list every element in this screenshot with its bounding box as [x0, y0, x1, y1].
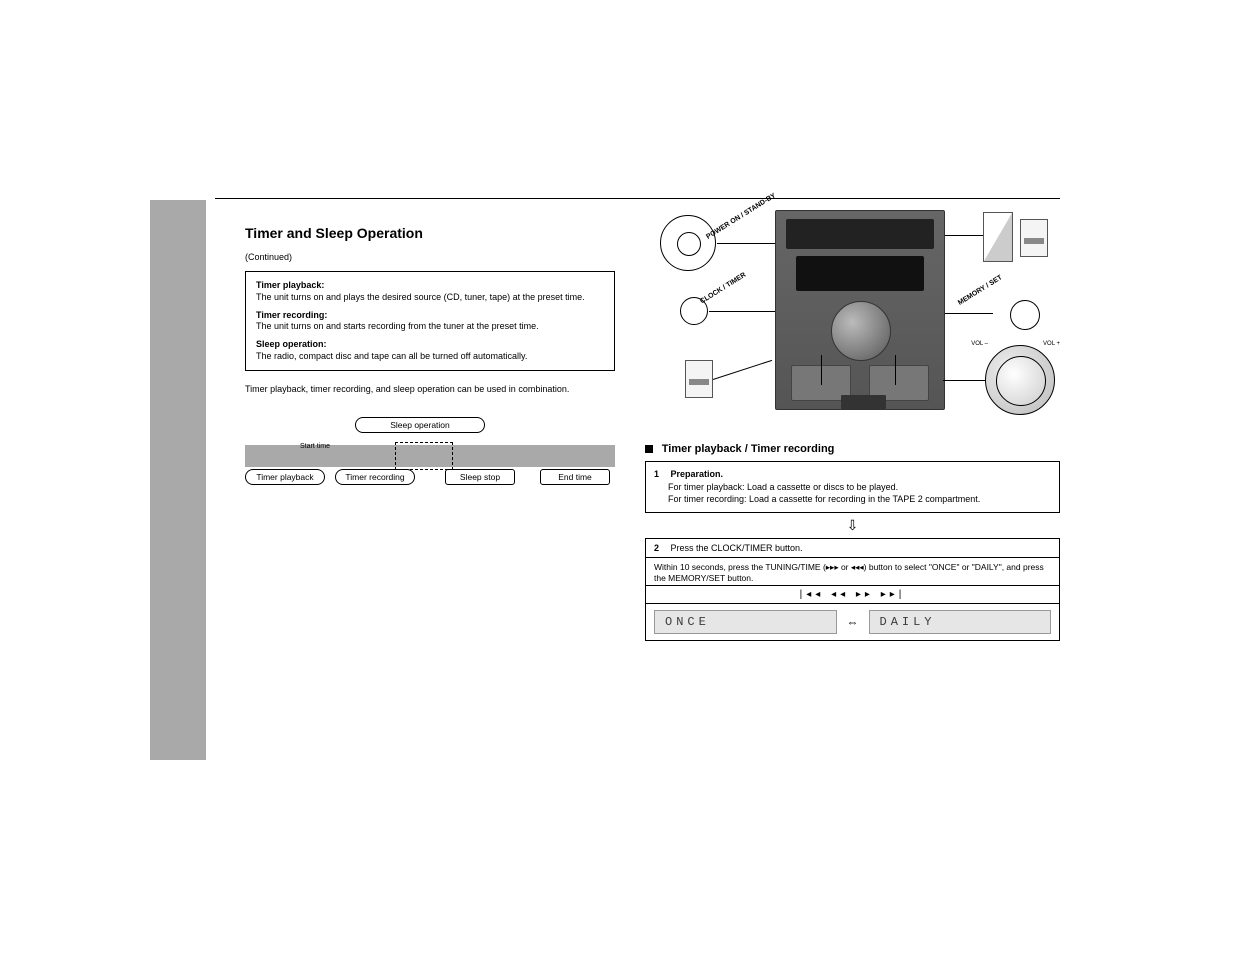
- lower-pills: Timer playback Timer recording Sleep sto…: [245, 469, 615, 499]
- section-title: Timer and Sleep Operation: [245, 225, 615, 241]
- step-1-caption: Preparation.: [671, 469, 724, 479]
- desc-text: The unit turns on and plays the desired …: [256, 292, 604, 304]
- label-vol-plus: VOL +: [1043, 341, 1060, 347]
- step-1-box: 1 Preparation. For timer playback: Load …: [645, 461, 1060, 513]
- desc-text: The radio, compact disc and tape can all…: [256, 351, 604, 363]
- line-clock: [709, 311, 775, 312]
- timer-type-box: Timer playback: The unit turns on and pl…: [245, 271, 615, 371]
- device-figure: POWER ON / STAND-BY CLOCK / TIMER MEMORY…: [645, 205, 1060, 425]
- memory-knob: [1010, 300, 1040, 330]
- line-wedge: [945, 235, 983, 236]
- square-bullet-icon: [645, 445, 653, 453]
- right-steps: Timer playback / Timer recording 1 Prepa…: [645, 443, 1060, 641]
- pill-sleepstop: Sleep stop: [445, 469, 515, 485]
- double-arrow-icon: ⇔: [847, 615, 859, 629]
- subhead-row: Timer playback / Timer recording: [645, 443, 1060, 455]
- desc-sleep: Sleep operation: The radio, compact disc…: [256, 339, 604, 362]
- pill-stoptime: End time: [540, 469, 610, 485]
- top-rule: [215, 198, 1060, 199]
- desc-text: The unit turns on and starts recording f…: [256, 321, 604, 333]
- step-1-line-a: For timer playback: Load a cassette or d…: [668, 481, 1051, 494]
- wedge-right-outline: [984, 213, 1012, 261]
- vline-b: [895, 355, 896, 385]
- label-clock: CLOCK / TIMER: [699, 272, 747, 306]
- flow-arrow-icon: ⇩: [645, 517, 1060, 534]
- subhead: Timer playback / Timer recording: [662, 443, 835, 455]
- power-knob-inner: [677, 232, 701, 256]
- pill-recording: Timer recording: [335, 469, 415, 485]
- line-power: [717, 243, 775, 244]
- label-power: POWER ON / STAND-BY: [705, 192, 777, 241]
- label-start: Start time: [285, 441, 345, 452]
- line-ref-left: [713, 360, 772, 380]
- step-2-note: Within 10 seconds, press the TUNING/TIME…: [646, 558, 1059, 586]
- desc-label: Timer recording:: [256, 310, 327, 320]
- step-1-line-b: For timer recording: Load a cassette for…: [668, 493, 1051, 506]
- desc-label: Timer playback:: [256, 280, 324, 290]
- step-2-num: 2: [654, 543, 668, 553]
- lcd-daily: DAILY: [869, 610, 1052, 634]
- volume-knob-inner: [996, 356, 1046, 406]
- vline-a: [821, 355, 822, 385]
- device-screen: [796, 256, 924, 291]
- intro-text: (Continued): [245, 251, 615, 263]
- dashed-overlap: [395, 442, 453, 470]
- pill-playback: Timer playback: [245, 469, 325, 485]
- step-1-title: 1 Preparation.: [654, 468, 1051, 481]
- volume-knob: [985, 345, 1055, 415]
- device-ports: [841, 395, 886, 409]
- step-2-box: 2 Press the CLOCK/TIMER button. Within 1…: [645, 538, 1060, 641]
- pill-sleep: Sleep operation: [355, 417, 485, 433]
- step-2-caption: Press the CLOCK/TIMER button.: [671, 543, 803, 553]
- ref-box-left: [685, 360, 713, 398]
- power-knob: [660, 215, 716, 271]
- label-memory: MEMORY / SET: [957, 274, 1004, 307]
- sidebar-tab: [150, 200, 206, 760]
- desc-timer-recording: Timer recording: The unit turns on and s…: [256, 310, 604, 333]
- lcd-once: ONCE: [654, 610, 837, 634]
- label-vol-minus: VOL –: [971, 341, 988, 347]
- left-column: Timer and Sleep Operation (Continued) Ti…: [245, 225, 615, 507]
- combo-text: Timer playback, timer recording, and sle…: [245, 383, 615, 395]
- step-2-options: ONCE ⇔ DAILY: [646, 604, 1059, 640]
- timer-diagram: Sleep operation Timer playback Timer rec…: [245, 417, 615, 507]
- page-frame: Timer and Sleep Operation (Continued) Ti…: [155, 195, 1060, 755]
- step-2-icons: |◂◂ ◂◂ ▸▸ ▸▸|: [646, 586, 1059, 604]
- line-memory: [945, 313, 993, 314]
- line-volume: [943, 380, 985, 381]
- step-2-head: 2 Press the CLOCK/TIMER button.: [646, 539, 1059, 558]
- ref-box-right: [1020, 219, 1048, 257]
- step-1-num: 1: [654, 468, 668, 481]
- desc-timer-playback: Timer playback: The unit turns on and pl…: [256, 280, 604, 303]
- device-body: [775, 210, 945, 410]
- device-main-dial: [831, 301, 891, 361]
- desc-label: Sleep operation:: [256, 339, 327, 349]
